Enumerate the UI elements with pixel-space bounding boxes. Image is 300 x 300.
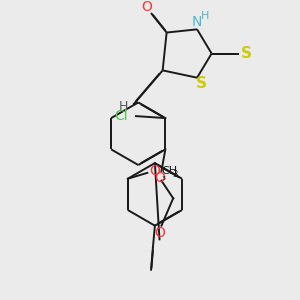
Text: O: O [142, 0, 152, 14]
Text: H: H [201, 11, 209, 21]
Text: O: O [154, 226, 165, 241]
Text: 3: 3 [173, 170, 178, 179]
Text: Cl: Cl [115, 109, 128, 123]
Text: N: N [192, 14, 202, 28]
Text: S: S [196, 76, 206, 91]
Text: S: S [241, 46, 252, 61]
Text: ₃: ₃ [161, 172, 165, 182]
Text: H: H [119, 100, 128, 113]
Text: O: O [149, 164, 160, 178]
Text: O: O [154, 171, 165, 185]
Text: CH: CH [161, 166, 177, 176]
